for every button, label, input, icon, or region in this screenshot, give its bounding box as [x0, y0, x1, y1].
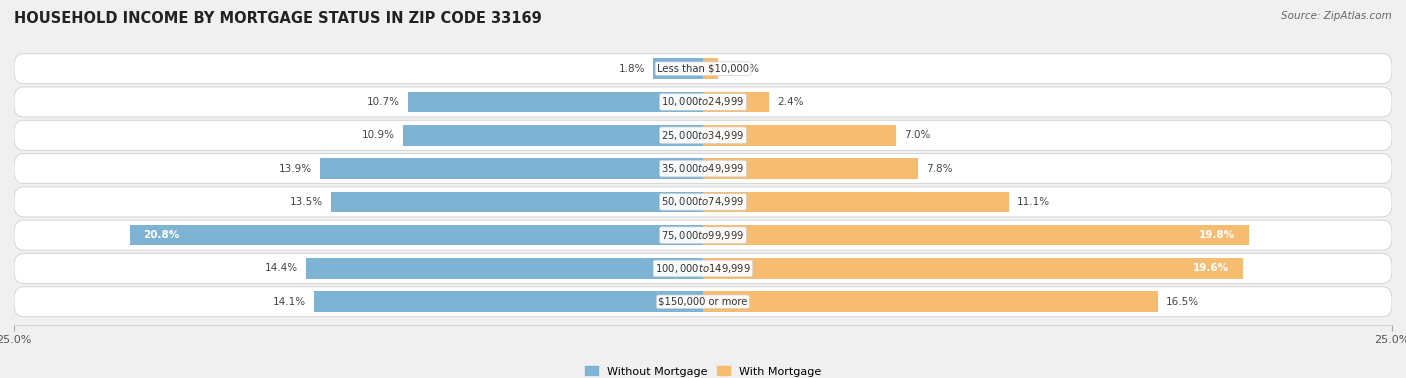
Bar — [307, 258, 703, 279]
FancyBboxPatch shape — [14, 220, 1392, 250]
Bar — [129, 225, 703, 245]
Text: 0.54%: 0.54% — [725, 64, 759, 74]
Text: $100,000 to $149,999: $100,000 to $149,999 — [655, 262, 751, 275]
Text: 10.9%: 10.9% — [361, 130, 394, 140]
Bar — [703, 125, 896, 146]
Text: 11.1%: 11.1% — [1017, 197, 1050, 207]
Text: 19.6%: 19.6% — [1194, 263, 1229, 273]
Bar — [703, 291, 1157, 312]
FancyBboxPatch shape — [14, 54, 1392, 84]
FancyBboxPatch shape — [14, 187, 1392, 217]
Text: $10,000 to $24,999: $10,000 to $24,999 — [661, 96, 745, 108]
Text: 7.8%: 7.8% — [927, 164, 953, 174]
Text: 7.0%: 7.0% — [904, 130, 931, 140]
Text: $150,000 or more: $150,000 or more — [658, 297, 748, 307]
Text: 16.5%: 16.5% — [1166, 297, 1199, 307]
Text: Less than $10,000: Less than $10,000 — [657, 64, 749, 74]
Text: 19.8%: 19.8% — [1199, 230, 1234, 240]
Bar — [315, 291, 703, 312]
Text: $25,000 to $34,999: $25,000 to $34,999 — [661, 129, 745, 142]
Bar — [408, 91, 703, 112]
Legend: Without Mortgage, With Mortgage: Without Mortgage, With Mortgage — [581, 362, 825, 378]
Text: 20.8%: 20.8% — [143, 230, 180, 240]
Bar — [330, 192, 703, 212]
FancyBboxPatch shape — [14, 287, 1392, 317]
FancyBboxPatch shape — [14, 254, 1392, 284]
Bar — [703, 91, 769, 112]
Text: $50,000 to $74,999: $50,000 to $74,999 — [661, 195, 745, 208]
Text: Source: ZipAtlas.com: Source: ZipAtlas.com — [1281, 11, 1392, 21]
FancyBboxPatch shape — [14, 120, 1392, 150]
Bar — [402, 125, 703, 146]
Text: 2.4%: 2.4% — [778, 97, 804, 107]
Bar — [703, 225, 1249, 245]
Bar — [321, 158, 703, 179]
Text: 13.9%: 13.9% — [278, 164, 312, 174]
Text: 10.7%: 10.7% — [367, 97, 399, 107]
Text: $75,000 to $99,999: $75,000 to $99,999 — [661, 229, 745, 242]
Text: 13.5%: 13.5% — [290, 197, 323, 207]
Bar — [703, 192, 1010, 212]
FancyBboxPatch shape — [14, 87, 1392, 117]
Text: 14.4%: 14.4% — [264, 263, 298, 273]
Bar — [703, 158, 918, 179]
Bar — [703, 58, 718, 79]
Bar — [703, 258, 1243, 279]
Text: 14.1%: 14.1% — [273, 297, 307, 307]
Bar — [654, 58, 703, 79]
Text: HOUSEHOLD INCOME BY MORTGAGE STATUS IN ZIP CODE 33169: HOUSEHOLD INCOME BY MORTGAGE STATUS IN Z… — [14, 11, 541, 26]
FancyBboxPatch shape — [14, 153, 1392, 184]
Text: 1.8%: 1.8% — [619, 64, 645, 74]
Text: $35,000 to $49,999: $35,000 to $49,999 — [661, 162, 745, 175]
